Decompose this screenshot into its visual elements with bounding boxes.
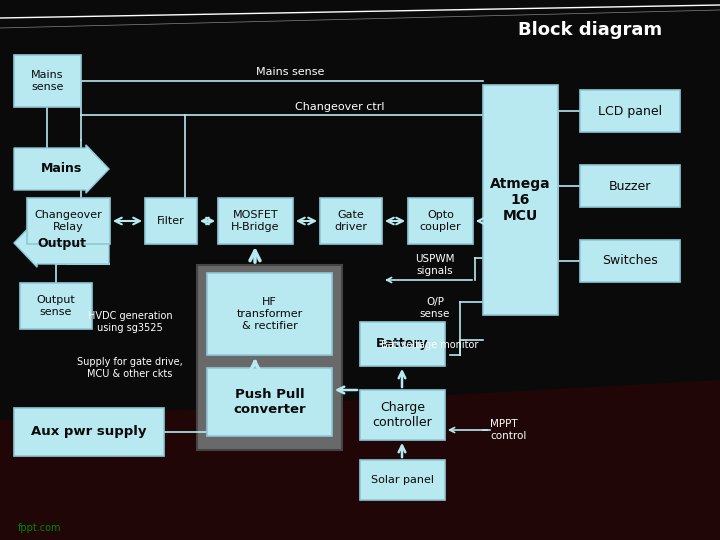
Text: Output: Output [37, 237, 86, 249]
Text: Supply for gate drive,
MCU & other ckts: Supply for gate drive, MCU & other ckts [77, 357, 183, 379]
Text: MOSFET
H-Bridge: MOSFET H-Bridge [231, 210, 280, 232]
FancyBboxPatch shape [360, 322, 445, 366]
Text: MPPT
control: MPPT control [490, 419, 526, 441]
Text: Mains sense: Mains sense [256, 67, 324, 77]
Text: Bat voltage monitor: Bat voltage monitor [382, 340, 479, 350]
Text: fppt.com: fppt.com [18, 523, 61, 533]
Text: HF
transformer
& rectifier: HF transformer & rectifier [236, 298, 302, 330]
Text: O/P
sense: O/P sense [420, 297, 450, 319]
Text: Opto
coupler: Opto coupler [420, 210, 462, 232]
Text: Gate
driver: Gate driver [335, 210, 367, 232]
FancyBboxPatch shape [580, 165, 680, 207]
Text: Aux pwr supply: Aux pwr supply [31, 426, 147, 438]
Text: Charge
controller: Charge controller [373, 401, 433, 429]
FancyBboxPatch shape [218, 198, 293, 244]
FancyBboxPatch shape [320, 198, 382, 244]
Text: Filter: Filter [157, 216, 185, 226]
FancyBboxPatch shape [207, 273, 332, 355]
Text: Changeover
Relay: Changeover Relay [35, 210, 102, 232]
FancyBboxPatch shape [580, 240, 680, 282]
Text: USPWM
signals: USPWM signals [415, 254, 455, 276]
Text: Block diagram: Block diagram [518, 21, 662, 39]
FancyBboxPatch shape [20, 283, 92, 329]
FancyArrow shape [14, 145, 109, 193]
Text: Changeover ctrl: Changeover ctrl [295, 102, 384, 112]
Text: LCD panel: LCD panel [598, 105, 662, 118]
Polygon shape [0, 380, 720, 540]
Text: Battery: Battery [377, 338, 428, 350]
FancyBboxPatch shape [580, 90, 680, 132]
Text: Buzzer: Buzzer [609, 179, 651, 192]
Text: Mains
sense: Mains sense [31, 70, 64, 92]
Text: Switches: Switches [602, 254, 658, 267]
FancyBboxPatch shape [197, 265, 342, 450]
FancyBboxPatch shape [145, 198, 197, 244]
Text: Push Pull
converter: Push Pull converter [233, 388, 306, 416]
FancyBboxPatch shape [408, 198, 473, 244]
Text: Atmega
16
MCU: Atmega 16 MCU [490, 177, 551, 223]
FancyBboxPatch shape [360, 390, 445, 440]
FancyBboxPatch shape [27, 198, 110, 244]
FancyBboxPatch shape [14, 408, 164, 456]
FancyBboxPatch shape [360, 460, 445, 500]
Text: HVDC generation
using sg3525: HVDC generation using sg3525 [88, 311, 172, 333]
FancyBboxPatch shape [207, 368, 332, 436]
Text: Mains: Mains [41, 163, 82, 176]
FancyArrow shape [14, 219, 109, 267]
FancyBboxPatch shape [483, 85, 558, 315]
Text: Output
sense: Output sense [37, 295, 76, 317]
Text: Solar panel: Solar panel [371, 475, 434, 485]
FancyBboxPatch shape [14, 55, 81, 107]
